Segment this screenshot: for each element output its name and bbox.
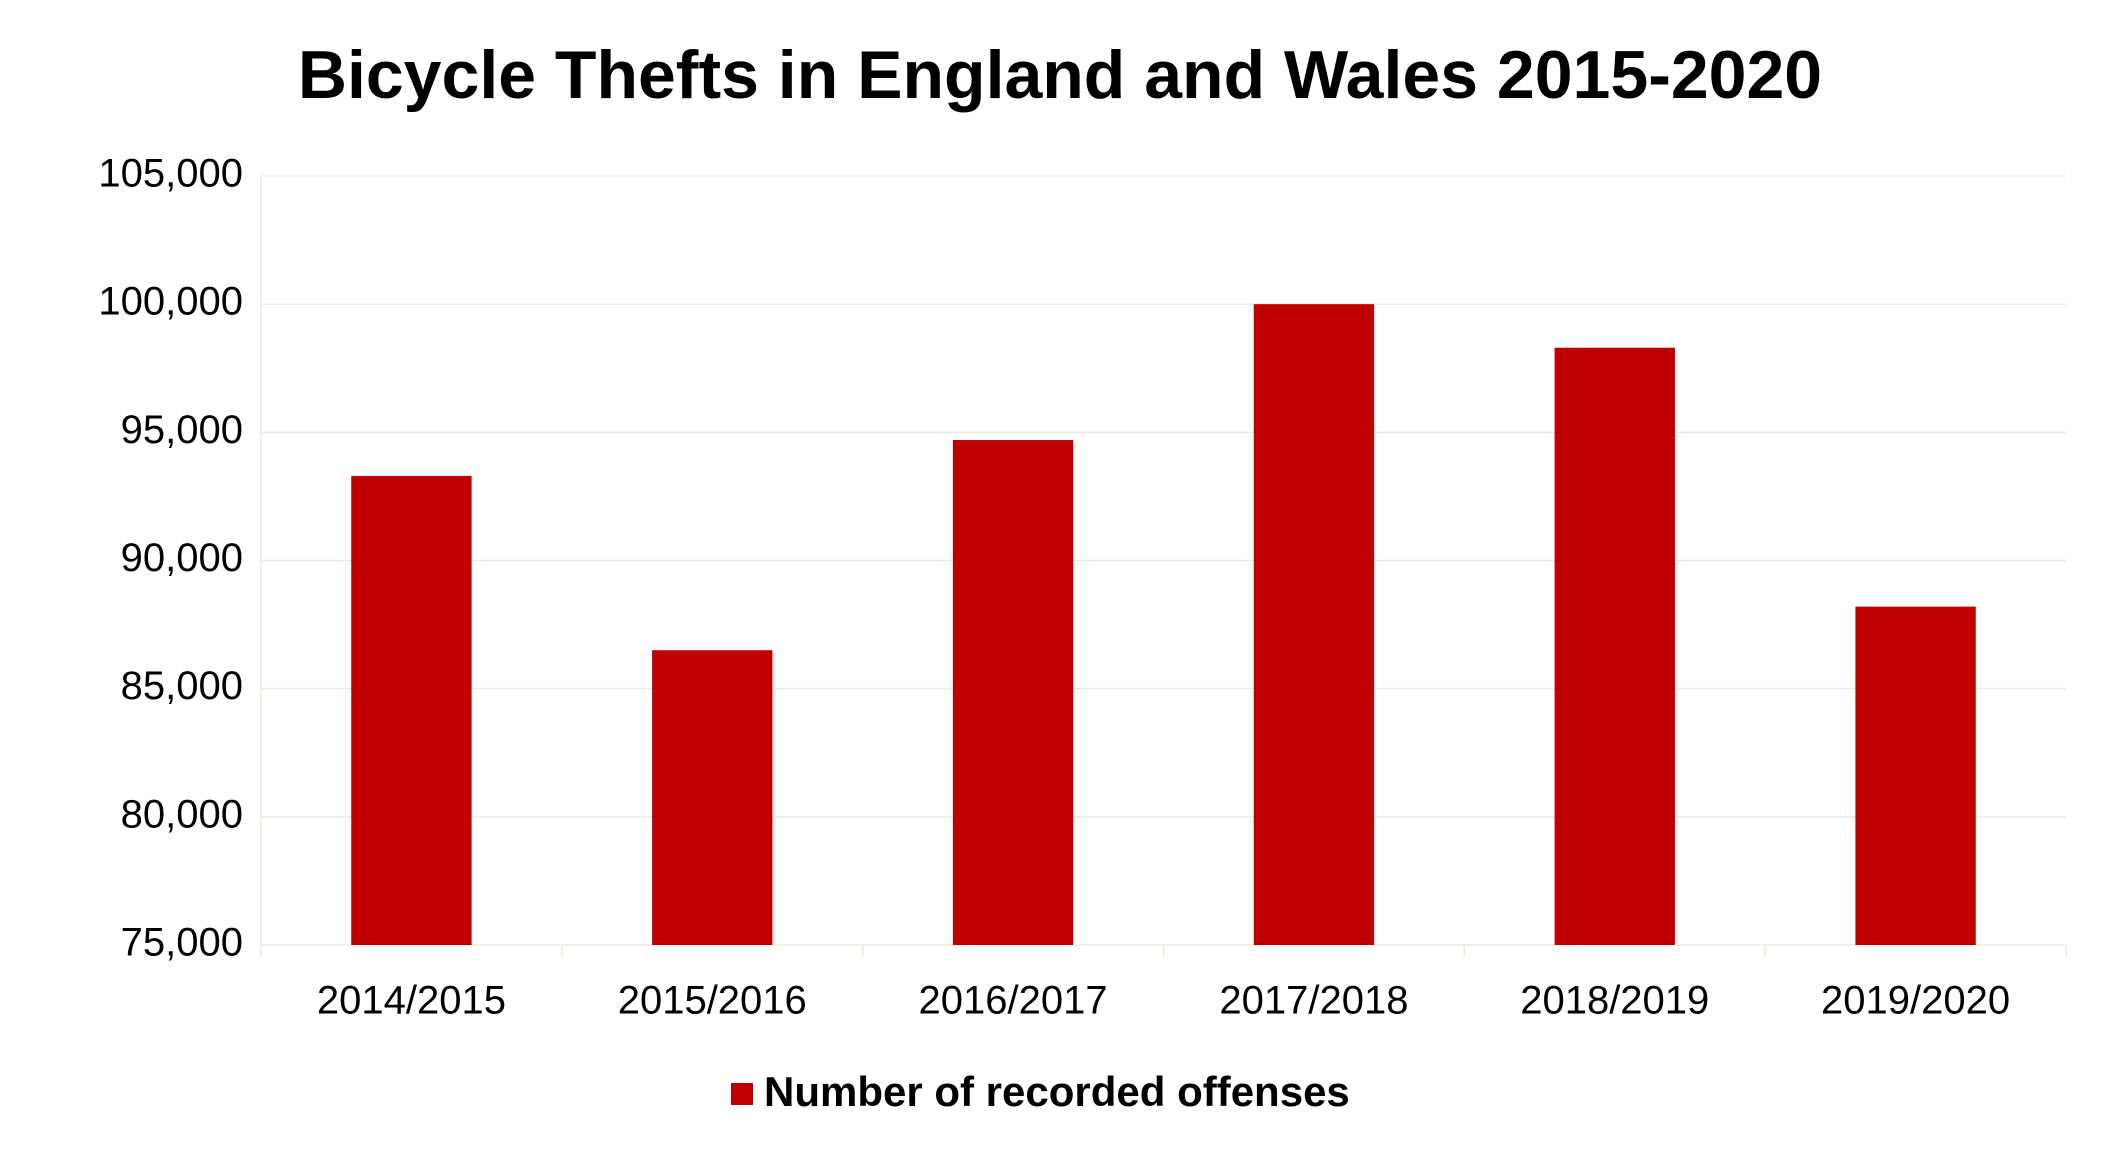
bar — [1253, 304, 1375, 946]
y-tick-label: 75,000 — [121, 921, 243, 965]
y-tick-label: 105,000 — [98, 152, 243, 196]
y-tick-label: 90,000 — [121, 536, 243, 580]
bar — [652, 650, 773, 945]
y-tick-label: 100,000 — [98, 280, 243, 324]
x-tick-label: 2014/2015 — [317, 979, 506, 1023]
x-tick-label: 2015/2016 — [618, 979, 807, 1023]
bar — [1855, 606, 1976, 945]
y-tick-label: 80,000 — [121, 792, 243, 836]
x-tick-label: 2016/2017 — [919, 979, 1108, 1023]
bar — [1554, 347, 1675, 945]
chart-title: Bicycle Thefts in England and Wales 2015… — [298, 37, 1822, 113]
x-tick-label: 2018/2019 — [1520, 979, 1709, 1023]
y-tick-label: 85,000 — [121, 664, 243, 708]
bar — [351, 475, 472, 945]
x-tick-label: 2019/2020 — [1821, 979, 2010, 1023]
legend-swatch — [731, 1083, 753, 1105]
legend-label: Number of recorded offenses — [764, 1068, 1350, 1115]
bar — [952, 440, 1074, 945]
y-tick-label: 95,000 — [121, 408, 243, 452]
x-tick-label: 2017/2018 — [1219, 979, 1408, 1023]
